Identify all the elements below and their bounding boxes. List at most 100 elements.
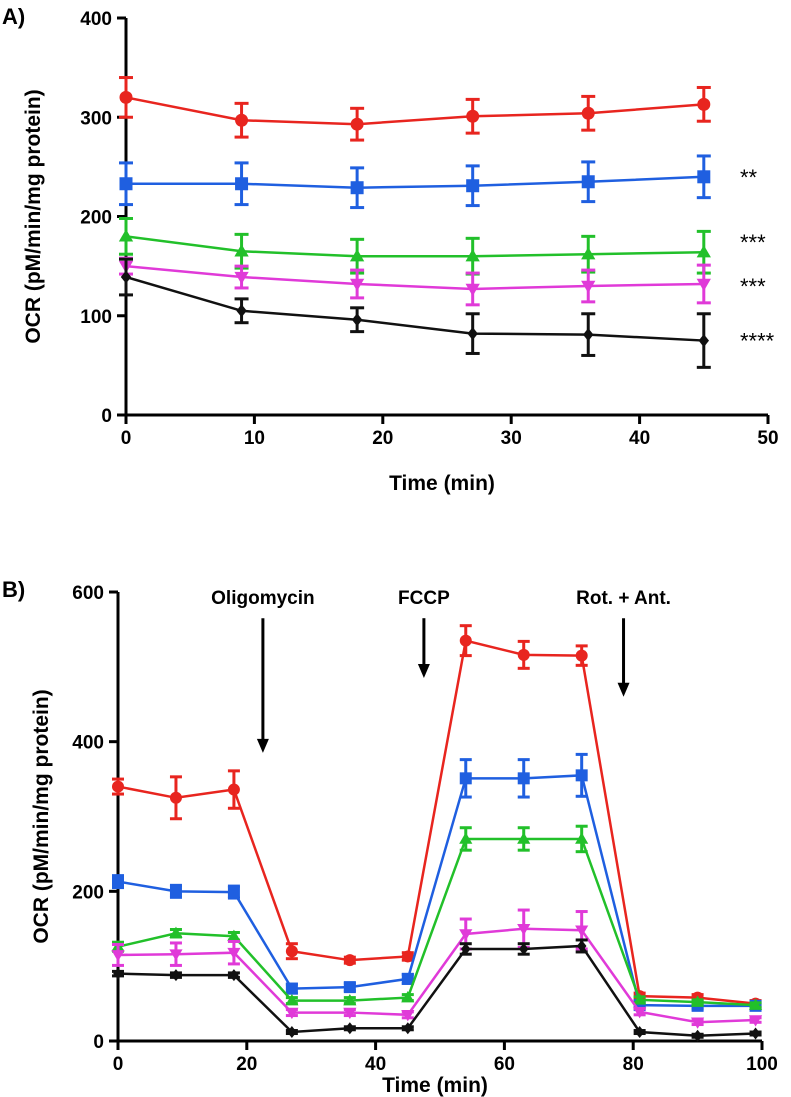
data-point [460, 942, 471, 955]
data-point [169, 926, 183, 939]
y-tick-label: 200 [80, 208, 112, 229]
data-point [343, 1007, 357, 1020]
data-point [696, 278, 711, 292]
y-tick-label: 200 [72, 882, 104, 903]
data-point [227, 886, 240, 899]
series-line [117, 639, 756, 1005]
data-point [287, 1026, 297, 1039]
data-point [227, 947, 241, 960]
data-point [634, 1026, 645, 1039]
injection-arrow-head [617, 682, 630, 697]
x-tick-label: 10 [244, 428, 265, 449]
data-point [467, 327, 478, 341]
series-red [112, 624, 762, 1010]
y-tick-label: 400 [80, 9, 112, 30]
data-point [119, 177, 133, 191]
data-point [350, 181, 364, 195]
injection-label: FCCP [398, 588, 450, 609]
data-point [748, 1015, 763, 1027]
injection-label: Oligomycin [211, 588, 314, 609]
data-point [401, 990, 415, 1003]
data-point [345, 1022, 355, 1035]
data-point [459, 634, 472, 647]
data-point [691, 995, 705, 1007]
panel-label-a: A) [2, 4, 25, 29]
data-point [349, 278, 365, 292]
x-tick-label: 80 [623, 1054, 644, 1075]
x-tick-label: 30 [501, 428, 522, 449]
data-point [113, 967, 123, 980]
x-tick-label: 0 [113, 1054, 124, 1075]
data-point [697, 170, 711, 184]
x-tick-label: 50 [757, 428, 778, 449]
injection-label: Rot. + Ant. [576, 588, 671, 609]
series-magenta [118, 256, 711, 307]
chart-panel-b: B) 0 200 400 600 0 20 40 60 80 100 Time (min) OCR (… [2, 577, 778, 1097]
series-line [117, 944, 756, 1038]
data-point [285, 1007, 299, 1020]
data-point [401, 972, 414, 985]
data-point [575, 649, 588, 662]
data-point [229, 969, 239, 982]
chart-panel-a: A) 0 100 200 300 400 0 10 20 30 40 50 Time (min) OCR… [2, 4, 779, 495]
data-point [696, 245, 711, 258]
series-line [125, 96, 704, 126]
data-point [459, 929, 473, 941]
data-point [581, 280, 596, 294]
data-point [517, 772, 530, 785]
data-point [633, 1007, 647, 1019]
data-point [285, 982, 298, 995]
series-line [125, 235, 704, 258]
data-point [111, 950, 125, 962]
data-point [465, 249, 480, 262]
significance-label: *** [740, 230, 766, 255]
data-point [466, 109, 480, 123]
data-point [403, 1022, 413, 1035]
x-tick-label: 0 [121, 428, 132, 449]
data-point [285, 993, 299, 1006]
injection-arrow-head [256, 738, 269, 753]
data-point [169, 885, 182, 898]
data-point [236, 304, 247, 318]
data-point [581, 247, 596, 260]
series-line [117, 927, 756, 1024]
data-point [169, 791, 182, 804]
data-point [459, 772, 472, 785]
y-tick-label: 600 [72, 583, 104, 604]
data-point [581, 106, 595, 120]
data-point [518, 942, 529, 955]
data-point [234, 244, 249, 257]
data-point [169, 949, 183, 961]
data-point [118, 229, 134, 242]
series-line [125, 264, 704, 291]
data-point [343, 954, 356, 967]
y-tick-label: 300 [80, 108, 112, 129]
series-red [119, 76, 711, 142]
data-point [112, 875, 124, 888]
data-point [575, 769, 588, 782]
data-point [575, 925, 589, 937]
series-black [112, 938, 762, 1042]
series-line [117, 837, 756, 1007]
y-tick-label: 400 [72, 733, 104, 754]
y-tick-label: 0 [93, 1032, 104, 1053]
significance-label: *** [740, 274, 766, 299]
data-point [576, 939, 587, 952]
data-point [120, 270, 132, 284]
series-green [111, 824, 763, 1010]
x-axis-title: Time (min) [382, 1074, 488, 1097]
data-point [466, 179, 480, 193]
data-point [343, 993, 357, 1006]
data-point [517, 832, 531, 844]
data-point [691, 1017, 705, 1029]
series-green [118, 216, 711, 276]
data-point [401, 1010, 415, 1022]
x-tick-label: 40 [365, 1054, 386, 1075]
data-point [517, 923, 531, 936]
data-point [692, 1029, 703, 1042]
data-point [575, 832, 589, 844]
data-point [459, 832, 473, 844]
series-blue [119, 154, 711, 210]
data-point [698, 334, 709, 348]
x-tick-label: 20 [372, 428, 393, 449]
